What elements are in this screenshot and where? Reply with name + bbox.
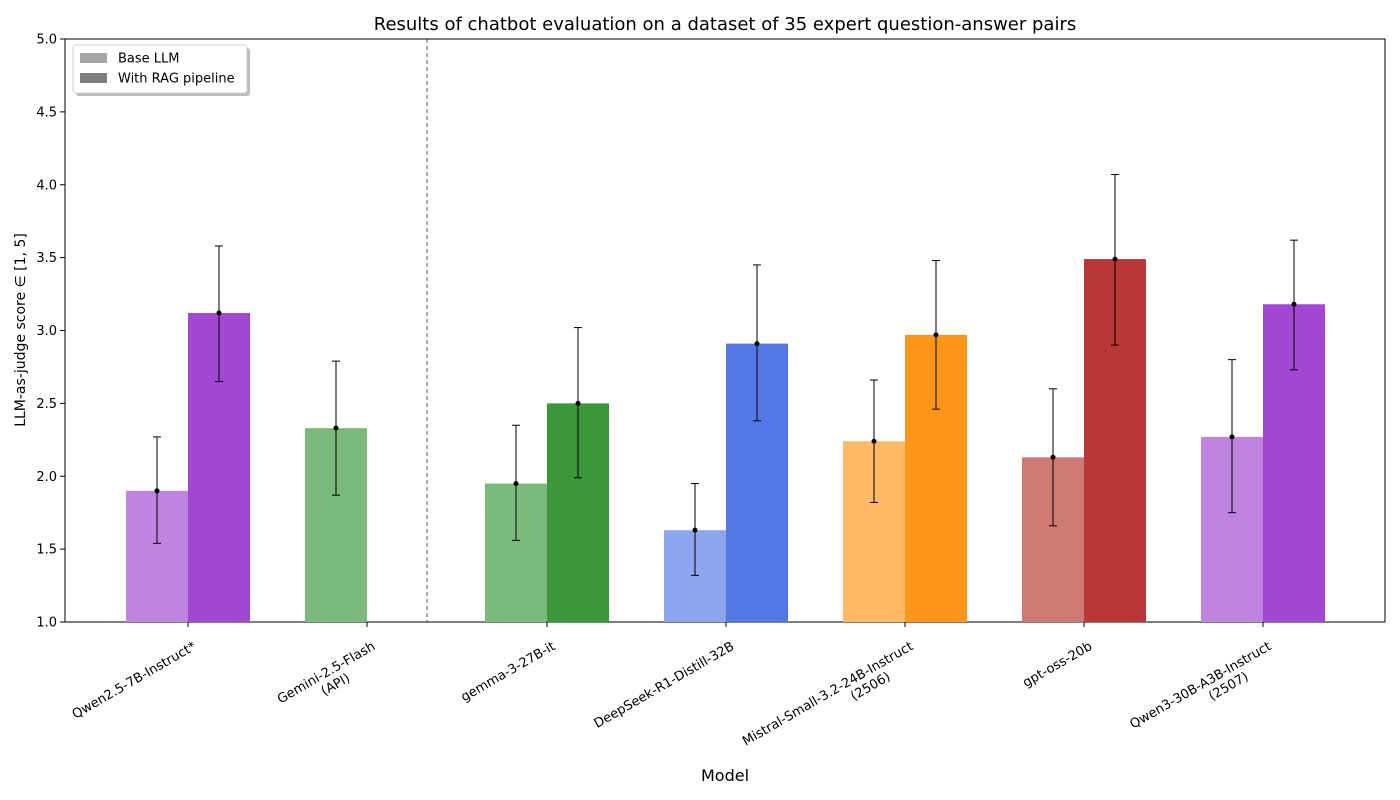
x-tick-label-line: gemma-3-27B-it — [459, 639, 558, 705]
mean-point-base — [513, 481, 519, 487]
x-tick-label: Gemini-2.5-Flash(API) — [275, 639, 378, 707]
x-tick-label: DeepSeek-R1-Distill-32B — [592, 639, 737, 732]
mean-point-base — [333, 425, 339, 431]
y-axis: 1.0 1.5 2.0 2.5 3.0 3.5 4.0 4.5 5.0 — [36, 33, 65, 631]
mean-point-rag — [575, 400, 581, 406]
y-tick-label: 2.5 — [36, 397, 57, 412]
y-tick-label: 4.5 — [36, 105, 57, 120]
y-tick-label: 3.5 — [36, 251, 57, 266]
mean-point-rag — [754, 341, 760, 347]
mean-point-base — [154, 488, 160, 494]
mean-point-rag — [216, 310, 222, 316]
x-tick-label-line: Qwen3-30B-A3B-Instruct — [1128, 639, 1274, 732]
mean-point-base — [692, 527, 698, 533]
y-tick-label: 1.5 — [36, 543, 57, 558]
chart-title: Results of chatbot evaluation on a datas… — [374, 14, 1076, 35]
y-tick-label: 4.0 — [36, 178, 57, 193]
error-bars — [153, 174, 1298, 576]
legend-label: With RAG pipeline — [118, 72, 235, 87]
x-tick-label: Mistral-Small-3.2-24B-Instruct(2506) — [740, 639, 916, 749]
x-tick-label-line: Qwen2.5-7B-Instruct* — [70, 639, 200, 723]
x-tick-label: gpt-oss-20b — [1020, 639, 1095, 691]
plot-background — [65, 39, 1385, 622]
y-tick-label: 1.0 — [36, 616, 57, 631]
y-axis-label: LLM-as-judge score ∈ [1, 5] — [13, 233, 29, 427]
mean-point-base — [1229, 434, 1235, 440]
x-tick-label: gemma-3-27B-it — [459, 639, 558, 705]
mean-point-rag — [933, 332, 939, 338]
y-tick-label: 3.0 — [36, 324, 57, 339]
y-tick-label: 2.0 — [36, 470, 57, 485]
x-tick-label-line: Mistral-Small-3.2-24B-Instruct — [740, 639, 916, 749]
legend-label: Base LLM — [118, 52, 180, 67]
y-tick-label: 5.0 — [36, 33, 57, 48]
x-tick-label-line: gpt-oss-20b — [1020, 639, 1095, 691]
x-tick-label: Qwen3-30B-A3B-Instruct(2507) — [1128, 639, 1274, 732]
legend-swatch — [80, 73, 107, 83]
x-tick-label-line: DeepSeek-R1-Distill-32B — [592, 639, 737, 732]
mean-point-base — [1050, 454, 1056, 460]
x-axis: Qwen2.5-7B-Instruct* Gemini-2.5-Flash(API… — [70, 622, 1274, 749]
mean-point-rag — [1291, 301, 1297, 307]
legend-box — [72, 44, 248, 94]
legend-swatch — [80, 53, 107, 63]
mean-point-base — [871, 438, 877, 444]
legend: Base LLM With RAG pipeline — [72, 44, 250, 96]
x-tick-label: Qwen2.5-7B-Instruct* — [70, 639, 200, 723]
plot-area — [64, 38, 1386, 623]
mean-point-rag — [1112, 256, 1118, 262]
x-axis-label: Model — [701, 766, 749, 785]
